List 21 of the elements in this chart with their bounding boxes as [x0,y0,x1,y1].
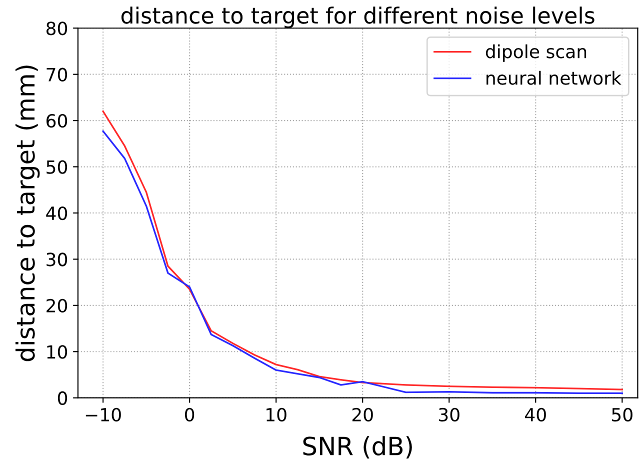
x-tick-label: −10 [86,408,121,422]
x-tick-label: 50 [612,408,632,422]
y-tick-label: 70 [46,68,68,82]
x-tick-label: 0 [185,408,194,422]
chart-title: distance to target for different noise levels [121,6,594,28]
legend-label: neural network [486,70,622,85]
y-tick-label: 30 [46,252,68,266]
y-tick-label: 10 [47,345,68,359]
x-tick-label: 10 [266,408,286,422]
y-tick-label: 0 [58,391,68,405]
x-tick-label: 20 [352,408,373,422]
y-axis-title: distance to target (mm) [16,66,40,362]
y-tick-label: 80 [46,22,68,36]
x-axis-title: SNR (dB) [303,436,412,458]
y-tick-label: 50 [46,160,68,174]
x-tick-label: 40 [525,408,546,422]
y-tick-label: 60 [46,114,68,128]
y-tick-label: 20 [46,298,68,313]
y-tick-label: 40 [46,206,68,220]
x-tick-label: 30 [439,408,460,422]
legend-label: dipole scan [486,44,586,62]
